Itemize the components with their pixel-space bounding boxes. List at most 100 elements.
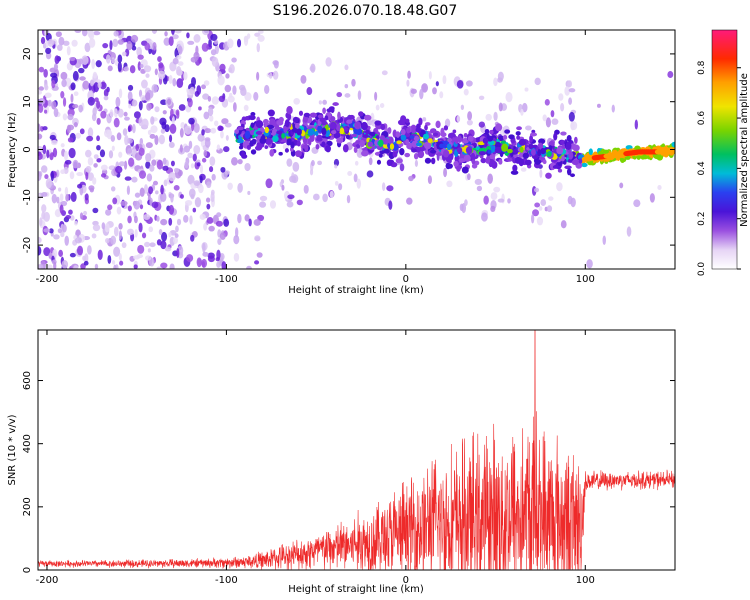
heatmap-cell bbox=[259, 201, 267, 208]
heatmap-cell bbox=[168, 172, 176, 182]
heatmap-cell bbox=[244, 130, 251, 139]
heatmap-cell bbox=[407, 142, 413, 149]
heatmap-cell bbox=[387, 127, 392, 135]
heatmap-cell bbox=[99, 149, 106, 158]
heatmap-cell bbox=[362, 134, 369, 138]
heatmap-cell bbox=[201, 42, 209, 52]
heatmap-cell bbox=[417, 127, 422, 134]
heatmap-cell bbox=[84, 193, 89, 201]
heatmap-cell bbox=[173, 167, 180, 173]
heatmap-cell bbox=[96, 117, 101, 125]
heatmap-cell bbox=[247, 190, 251, 196]
heatmap-cell bbox=[162, 110, 167, 115]
spectrogram-xlabel: Height of straight line (km) bbox=[288, 285, 424, 296]
heatmap-cell bbox=[560, 140, 566, 145]
heatmap-cell bbox=[411, 148, 417, 153]
heatmap-cell bbox=[354, 121, 362, 130]
heatmap-cell bbox=[329, 190, 334, 198]
heatmap-cell bbox=[166, 98, 172, 105]
heatmap-cell bbox=[72, 159, 79, 169]
heatmap-cell bbox=[38, 236, 42, 244]
heatmap-cell bbox=[410, 124, 418, 134]
heatmap-cell bbox=[208, 166, 214, 173]
heatmap-cell bbox=[529, 132, 538, 137]
heatmap-cell bbox=[329, 123, 337, 130]
heatmap-cell bbox=[259, 137, 267, 144]
heatmap-cell bbox=[77, 184, 83, 189]
heatmap-cell bbox=[493, 186, 501, 193]
heatmap-cell bbox=[116, 132, 122, 141]
heatmap-cell bbox=[287, 112, 292, 121]
heatmap-cell bbox=[657, 184, 662, 191]
heatmap-cell bbox=[611, 104, 615, 113]
heatmap-cell bbox=[536, 216, 544, 226]
heatmap-cell bbox=[56, 169, 60, 178]
heatmap-cell bbox=[188, 117, 195, 125]
heatmap-cell bbox=[515, 131, 521, 136]
heatmap-cell bbox=[396, 140, 402, 145]
heatmap-cell bbox=[103, 88, 109, 97]
heatmap-cell bbox=[44, 79, 48, 84]
heatmap-cell bbox=[211, 173, 216, 181]
heatmap-cell bbox=[671, 141, 675, 148]
heatmap-cell bbox=[61, 224, 67, 233]
heatmap-cell bbox=[159, 192, 167, 203]
heatmap-cell bbox=[495, 123, 503, 132]
heatmap-cell bbox=[256, 71, 260, 81]
heatmap-cell bbox=[319, 117, 327, 123]
heatmap-cell bbox=[215, 220, 223, 227]
heatmap-cell bbox=[507, 198, 511, 204]
heatmap-cell bbox=[281, 184, 285, 191]
heatmap-cell bbox=[95, 60, 102, 68]
heatmap-cell bbox=[143, 184, 148, 195]
heatmap-cell bbox=[206, 203, 211, 210]
heatmap-cell bbox=[314, 130, 319, 137]
heatmap-cell bbox=[386, 185, 394, 192]
heatmap-cell bbox=[336, 92, 343, 98]
heatmap-cell bbox=[255, 120, 264, 129]
heatmap-cell bbox=[109, 40, 113, 51]
heatmap-cell bbox=[506, 158, 513, 162]
heatmap-cell bbox=[233, 234, 240, 245]
heatmap-cell bbox=[317, 114, 324, 119]
heatmap-cell bbox=[108, 150, 114, 159]
heatmap-cell bbox=[38, 152, 43, 161]
heatmap-cell bbox=[453, 160, 459, 167]
heatmap-cell bbox=[164, 246, 172, 252]
heatmap-cell bbox=[330, 116, 336, 122]
heatmap-cell bbox=[151, 30, 158, 34]
heatmap-cell bbox=[250, 122, 255, 129]
heatmap-cell bbox=[560, 220, 567, 229]
heatmap-cell bbox=[405, 138, 410, 145]
heatmap-cell bbox=[560, 131, 567, 136]
heatmap-cell bbox=[42, 144, 47, 155]
heatmap-cell bbox=[138, 222, 143, 233]
colorbar-label: Normalized spectral amplitude bbox=[739, 73, 750, 227]
heatmap-cell bbox=[130, 34, 139, 43]
heatmap-cell bbox=[367, 141, 374, 147]
heatmap-cell bbox=[70, 82, 76, 91]
heatmap-cell bbox=[478, 95, 485, 101]
heatmap-cell bbox=[248, 114, 256, 121]
heatmap-cell bbox=[107, 204, 113, 211]
heatmap-cell bbox=[234, 129, 239, 135]
x-tick-label: 0 bbox=[403, 575, 409, 586]
heatmap-cell bbox=[170, 193, 174, 203]
heatmap-cell bbox=[117, 61, 122, 72]
heatmap-cell bbox=[332, 102, 339, 106]
heatmap-cell bbox=[515, 157, 522, 164]
heatmap-cell bbox=[508, 134, 515, 140]
heatmap-cell bbox=[154, 106, 160, 113]
heatmap-cell bbox=[186, 32, 190, 39]
heatmap-cell bbox=[227, 38, 234, 49]
x-tick-label: 100 bbox=[576, 274, 595, 285]
heatmap-cell bbox=[619, 182, 624, 189]
heatmap-cell bbox=[229, 92, 233, 98]
heatmap-cell bbox=[113, 108, 118, 118]
heatmap-cell bbox=[111, 57, 115, 64]
heatmap-cell bbox=[542, 114, 547, 122]
heatmap-cell bbox=[118, 230, 122, 241]
heatmap-cell bbox=[131, 99, 138, 107]
heatmap-cell bbox=[117, 39, 124, 45]
heatmap-cell bbox=[346, 119, 353, 124]
